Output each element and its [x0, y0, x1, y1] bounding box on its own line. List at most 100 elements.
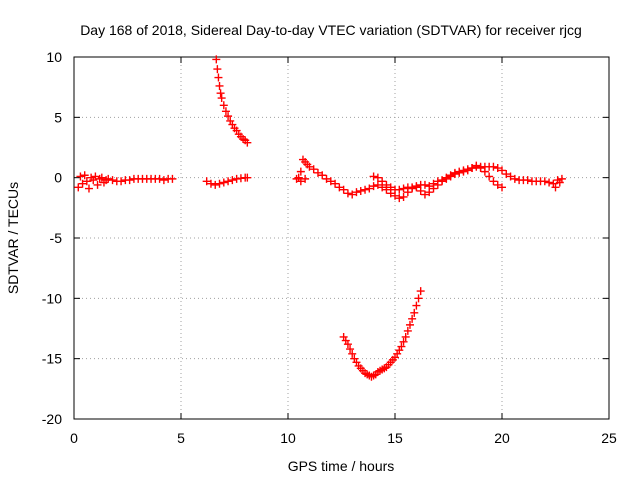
data-point — [219, 101, 228, 110]
series-arc-1 — [74, 171, 177, 193]
data-point — [399, 337, 408, 346]
x-tick-label: 0 — [70, 430, 78, 446]
data-point — [221, 107, 230, 116]
data-point — [219, 178, 228, 187]
data-point — [202, 177, 211, 186]
data-point — [104, 174, 113, 183]
data-point — [489, 162, 498, 171]
series-arc-5 — [292, 162, 566, 194]
data-point — [78, 179, 87, 188]
data-point — [416, 287, 425, 296]
data-point — [84, 184, 93, 193]
data-point — [442, 173, 451, 182]
data-point — [397, 342, 406, 351]
data-point — [309, 165, 318, 174]
x-tick-label: 20 — [494, 430, 510, 446]
data-point — [498, 183, 506, 192]
data-point — [369, 182, 378, 191]
data-point — [217, 94, 226, 103]
data-point — [373, 173, 382, 182]
y-tick-label: 0 — [54, 170, 62, 186]
data-point — [378, 177, 387, 186]
data-point — [346, 345, 355, 354]
data-point — [117, 177, 126, 186]
data-point — [301, 174, 310, 183]
data-point — [463, 165, 472, 174]
x-tick-label: 5 — [177, 430, 185, 446]
data-point — [292, 174, 301, 183]
data-point — [82, 177, 91, 186]
data-point — [557, 174, 566, 183]
data-point — [343, 189, 352, 198]
data-point — [76, 172, 85, 181]
data-point — [420, 180, 429, 189]
data-point — [215, 179, 224, 188]
data-point — [216, 89, 225, 98]
data-point — [224, 177, 233, 186]
data-point — [468, 164, 477, 173]
chart-title: Day 168 of 2018, Sidereal Day-to-day VTE… — [80, 22, 582, 38]
data-point — [335, 183, 344, 192]
data-point — [348, 190, 357, 199]
data-point — [399, 184, 408, 193]
data-point — [405, 320, 414, 329]
data-point — [352, 188, 361, 197]
data-point — [243, 173, 252, 182]
gridlines — [74, 57, 609, 419]
data-point — [523, 176, 532, 185]
data-point — [459, 166, 468, 175]
data-point — [168, 174, 177, 183]
data-point — [93, 180, 102, 189]
data-point — [224, 112, 233, 121]
data-point — [408, 183, 417, 192]
axis-ticks — [73, 56, 610, 420]
data-point — [382, 180, 391, 189]
data-point — [228, 176, 237, 185]
data-point — [331, 179, 340, 188]
series-arc-4 — [294, 155, 506, 203]
y-tick-label: -5 — [50, 230, 63, 246]
data-point — [373, 180, 382, 189]
data-point — [429, 179, 438, 188]
data-point — [403, 326, 412, 335]
y-tick-label: -15 — [42, 351, 62, 367]
data-point — [108, 176, 117, 185]
data-point — [412, 301, 421, 310]
data-point — [206, 179, 215, 188]
data-point — [97, 173, 106, 182]
data-point — [386, 183, 395, 192]
data-point — [212, 55, 221, 64]
data-point — [401, 332, 410, 341]
data-point — [545, 178, 554, 187]
data-point — [91, 172, 100, 181]
y-tick-label: 5 — [54, 109, 62, 125]
data-point — [211, 180, 220, 189]
data-point — [243, 138, 252, 147]
data-point — [339, 185, 348, 194]
data-point — [493, 180, 502, 189]
data-point — [446, 171, 455, 180]
x-tick-label: 15 — [387, 430, 403, 446]
data-point — [322, 174, 331, 183]
data-point — [361, 185, 370, 194]
data-point — [74, 183, 83, 192]
data-point — [540, 177, 549, 186]
data-point — [343, 340, 352, 349]
data-point — [215, 81, 224, 90]
data-point — [296, 177, 305, 186]
data-point — [408, 314, 417, 323]
data-point — [450, 168, 459, 177]
data-point — [493, 164, 502, 173]
data-point — [214, 73, 223, 82]
data-point — [420, 190, 429, 199]
data-point — [412, 182, 421, 191]
y-tick-label: -10 — [42, 290, 62, 306]
data-point — [438, 176, 447, 185]
data-point — [159, 176, 168, 185]
data-point — [313, 168, 322, 177]
data-point — [510, 174, 519, 183]
data-point — [213, 65, 222, 74]
data-point — [433, 177, 442, 186]
y-axis-label: SDTVAR / TECUs — [5, 182, 21, 294]
